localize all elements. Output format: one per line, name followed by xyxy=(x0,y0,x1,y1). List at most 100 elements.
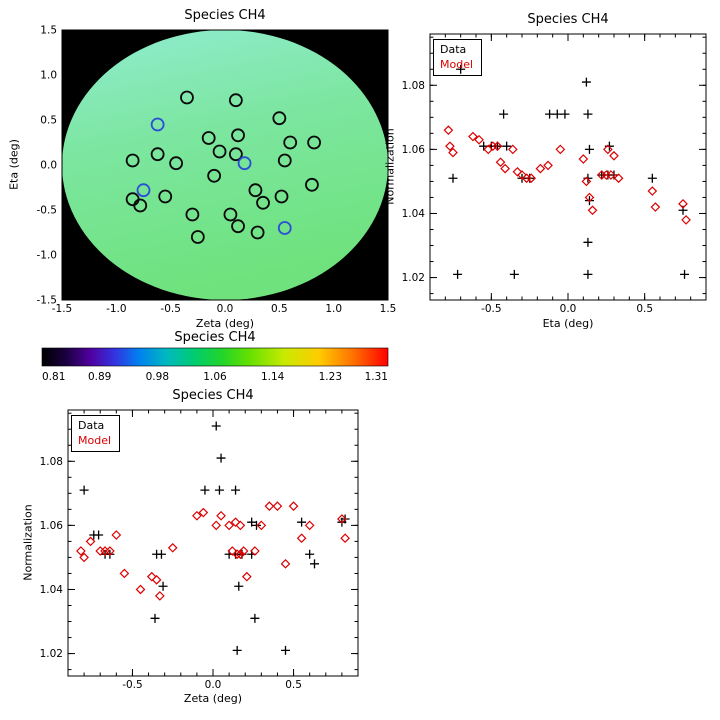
data-point-plus xyxy=(250,613,260,623)
zeta-plot-ylabel: Normalization xyxy=(21,504,35,581)
map-plot-area: -1.5 -1.0 -0.5 0.0 0.5 1.0 1.5 -1.5 -1.0 -0.5 0.0 0… xyxy=(37,25,397,316)
data-point-plus xyxy=(234,581,244,591)
map-sample-circle xyxy=(256,195,270,210)
model-point-diamond xyxy=(603,144,613,155)
map-sample-circle xyxy=(212,144,227,159)
model-point-diamond xyxy=(264,501,275,511)
map-sample-circle xyxy=(237,156,252,171)
map-sample-circle xyxy=(185,207,200,222)
model-point-diamond xyxy=(111,530,122,540)
data-point-plus xyxy=(305,549,315,559)
data-point-plus xyxy=(545,109,555,119)
model-point-diamond xyxy=(555,144,566,155)
model-point-diamond xyxy=(192,510,202,521)
svg-text:0.0: 0.0 xyxy=(205,679,222,691)
map-sample-circle xyxy=(150,147,165,162)
model-point-diamond xyxy=(238,546,249,556)
svg-text:0.98: 0.98 xyxy=(146,371,169,383)
data-point-plus xyxy=(211,421,221,431)
svg-text:1.23: 1.23 xyxy=(319,371,342,383)
svg-text:1.06: 1.06 xyxy=(203,371,227,383)
model-point-diamond xyxy=(304,520,315,531)
model-point-diamond xyxy=(587,205,598,216)
model-point-diamond xyxy=(241,571,252,582)
model-point-diamond xyxy=(492,141,503,152)
legend-model-label: Model xyxy=(440,58,474,71)
map-sample-circle xyxy=(231,219,245,234)
colorbar-gradient xyxy=(41,347,389,367)
map-sample-circle xyxy=(250,225,265,240)
model-point-diamond xyxy=(211,520,222,531)
data-point-plus xyxy=(453,269,463,279)
model-point-diamond xyxy=(443,125,454,135)
model-point-diamond xyxy=(296,533,307,544)
model-point-diamond xyxy=(135,584,146,595)
model-point-diamond xyxy=(495,157,506,168)
data-point-plus xyxy=(680,269,690,279)
model-point-diamond xyxy=(581,176,592,187)
legend-data-label: Data xyxy=(440,43,467,56)
model-point-diamond xyxy=(584,192,595,203)
eta-plot-legend: Data Model xyxy=(433,39,483,76)
map-sample-circle xyxy=(201,131,216,145)
model-point-diamond xyxy=(154,591,165,601)
map-sample-circle xyxy=(305,177,319,192)
model-point-diamond xyxy=(578,154,589,164)
model-point-diamond xyxy=(468,131,478,142)
data-point-plus xyxy=(499,109,509,119)
model-point-diamond xyxy=(609,150,619,161)
data-point-plus xyxy=(583,237,593,247)
svg-text:-1.5: -1.5 xyxy=(52,303,73,315)
map-sample-circle xyxy=(272,111,287,126)
svg-text:0.5: 0.5 xyxy=(285,679,302,691)
model-point-diamond xyxy=(235,549,246,560)
map-sample-circle xyxy=(228,93,243,108)
model-point-diamond xyxy=(678,199,688,209)
model-point-diamond xyxy=(256,520,267,531)
map-sample-circle xyxy=(248,183,263,198)
model-point-diamond xyxy=(76,546,86,556)
svg-text:-1.0: -1.0 xyxy=(37,250,58,262)
model-point-diamond xyxy=(650,202,661,212)
map-sample-circle xyxy=(223,207,238,222)
data-point-plus xyxy=(456,64,466,74)
data-point-plus xyxy=(281,645,290,655)
data-point-plus xyxy=(156,549,166,559)
map-sample-circle xyxy=(274,189,289,204)
map-sample-circle xyxy=(136,183,151,198)
svg-text:0.0: 0.0 xyxy=(217,303,234,315)
colorbar-title: Species CH4 xyxy=(174,330,256,345)
model-point-diamond xyxy=(337,514,347,524)
model-point-diamond xyxy=(647,186,658,196)
svg-text:-1.0: -1.0 xyxy=(106,303,127,315)
svg-text:1.04: 1.04 xyxy=(402,208,426,220)
map-sample-circle xyxy=(231,128,245,143)
map-ylabel: Eta (deg) xyxy=(7,139,21,190)
model-point-diamond xyxy=(235,520,246,531)
svg-text:-0.5: -0.5 xyxy=(122,679,143,691)
data-point-plus xyxy=(231,485,241,495)
data-point-plus xyxy=(216,453,226,463)
eta-plot-ylabel: Normalization xyxy=(383,128,397,205)
svg-text:0.89: 0.89 xyxy=(88,371,111,383)
data-point-plus xyxy=(581,77,591,87)
model-point-diamond xyxy=(526,173,537,184)
model-point-diamond xyxy=(288,501,299,511)
data-point-plus xyxy=(310,559,319,569)
legend-data-label: Data xyxy=(78,419,105,432)
map-sample-circle xyxy=(207,168,222,183)
map-sample-circle xyxy=(277,153,292,168)
model-point-diamond xyxy=(507,144,518,155)
svg-text:0.81: 0.81 xyxy=(42,371,65,383)
model-point-diamond xyxy=(474,134,484,145)
svg-text:1.5: 1.5 xyxy=(380,303,397,315)
data-point-plus xyxy=(560,109,570,119)
model-point-diamond xyxy=(198,507,209,518)
map-sample-circle xyxy=(180,90,194,105)
svg-text:-0.5: -0.5 xyxy=(481,303,502,315)
data-point-plus xyxy=(158,581,168,591)
model-point-diamond xyxy=(250,546,260,556)
zeta-scatter-plot: -0.5 0.0 0.5 1.02 1.04 1.06 1.08 xyxy=(40,409,359,691)
